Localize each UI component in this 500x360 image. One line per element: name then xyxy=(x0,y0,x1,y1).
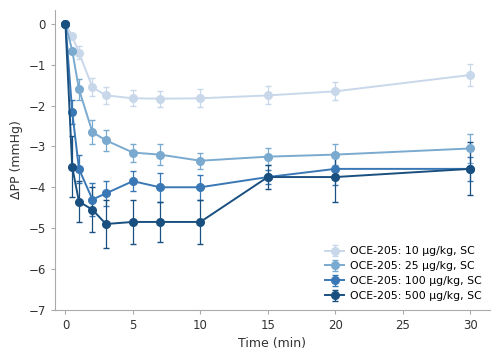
Y-axis label: ΔPP (mmHg): ΔPP (mmHg) xyxy=(10,120,22,199)
X-axis label: Time (min): Time (min) xyxy=(238,337,306,350)
Legend: OCE-205: 10 μg/kg, SC, OCE-205: 25 μg/kg, SC, OCE-205: 100 μg/kg, SC, OCE-205: 5: OCE-205: 10 μg/kg, SC, OCE-205: 25 μg/kg… xyxy=(322,243,485,304)
